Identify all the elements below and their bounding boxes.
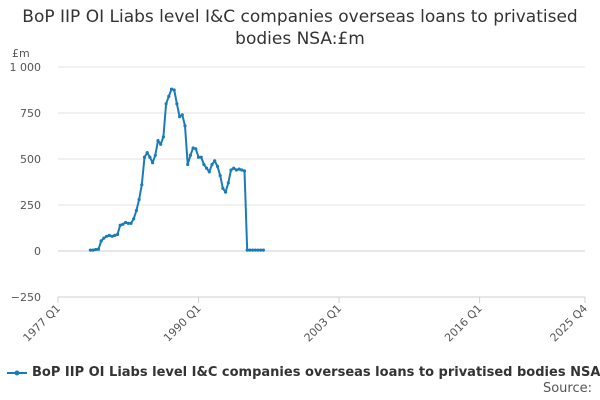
data-point[interactable] xyxy=(137,197,141,202)
data-point[interactable] xyxy=(261,248,265,252)
data-point[interactable] xyxy=(245,248,249,252)
data-point[interactable] xyxy=(105,234,109,238)
x-tick-label: 1990 Q1 xyxy=(161,302,204,345)
data-point[interactable] xyxy=(196,155,201,159)
data-point[interactable] xyxy=(224,190,228,194)
data-point[interactable] xyxy=(94,247,98,252)
data-point[interactable] xyxy=(88,248,92,252)
data-point[interactable] xyxy=(167,94,171,98)
grid xyxy=(58,66,585,298)
data-point[interactable] xyxy=(194,147,198,151)
data-point[interactable] xyxy=(96,247,101,251)
plot-area xyxy=(88,87,265,252)
data-point[interactable] xyxy=(102,236,106,240)
chart-title-line: bodies NSA:£m xyxy=(235,29,365,49)
x-tick-label: 1977 Q1 xyxy=(21,302,64,345)
data-point[interactable] xyxy=(151,161,155,165)
data-point[interactable] xyxy=(172,88,176,92)
data-point[interactable] xyxy=(159,142,163,146)
data-point[interactable] xyxy=(148,155,152,159)
data-point[interactable] xyxy=(218,174,222,178)
data-point[interactable] xyxy=(156,139,160,143)
data-point[interactable] xyxy=(242,169,247,173)
data-point[interactable] xyxy=(215,164,220,168)
x-tick-label: 2003 Q1 xyxy=(302,302,345,345)
data-point[interactable] xyxy=(121,222,125,226)
data-point[interactable] xyxy=(186,162,190,167)
data-point[interactable] xyxy=(207,170,211,174)
data-point[interactable] xyxy=(107,233,111,237)
data-point[interactable] xyxy=(253,248,257,252)
data-point[interactable] xyxy=(126,221,130,225)
chart-title-line: BoP IIP OI Liabs level I&C companies ove… xyxy=(22,7,578,27)
y-tick-label: 250 xyxy=(20,199,41,212)
data-point[interactable] xyxy=(99,239,103,243)
legend-series-label: BoP IIP OI Liabs level I&C companies ove… xyxy=(32,365,600,380)
data-point[interactable] xyxy=(178,115,182,119)
y-tick-label: 1 000 xyxy=(10,61,42,74)
y-tick-label: 750 xyxy=(20,107,41,120)
data-point[interactable] xyxy=(145,151,149,155)
data-point[interactable] xyxy=(140,183,144,187)
y-tick-label: 500 xyxy=(20,153,41,166)
data-point[interactable] xyxy=(113,233,117,237)
legend-line-marker-icon xyxy=(7,370,27,375)
data-point[interactable] xyxy=(234,168,238,172)
data-point[interactable] xyxy=(248,248,252,252)
data-point[interactable] xyxy=(129,221,133,225)
chart-title: BoP IIP OI Liabs level I&C companies ove… xyxy=(0,6,600,50)
data-point[interactable] xyxy=(183,124,187,128)
y-axis-unit-label: £m xyxy=(12,47,30,60)
data-point[interactable] xyxy=(232,166,236,170)
data-point[interactable] xyxy=(251,248,255,252)
data-point[interactable] xyxy=(118,223,122,227)
x-axis: 1977 Q1 1990 Q1 2003 Q1 2016 Q1 2025 Q4 xyxy=(21,296,591,345)
y-axis: −250 0 250 500 750 1 000 xyxy=(10,61,42,304)
data-point[interactable] xyxy=(134,208,138,213)
data-point[interactable] xyxy=(164,102,168,106)
data-point[interactable] xyxy=(161,135,165,139)
data-point[interactable] xyxy=(202,162,206,167)
x-tick-label: 2025 Q4 xyxy=(548,302,591,345)
data-point[interactable] xyxy=(226,181,230,185)
data-point[interactable] xyxy=(221,186,225,190)
data-point[interactable] xyxy=(256,248,260,252)
x-tick-label: 2016 Q1 xyxy=(442,302,485,345)
data-point[interactable] xyxy=(210,162,214,167)
legend[interactable]: BoP IIP OI Liabs level I&C companies ove… xyxy=(6,365,600,380)
data-point[interactable] xyxy=(240,168,244,172)
data-point[interactable] xyxy=(259,248,263,252)
data-point[interactable] xyxy=(153,153,157,157)
source-label: Source: xyxy=(542,381,592,396)
data-point[interactable] xyxy=(188,153,192,157)
data-point[interactable] xyxy=(191,146,195,150)
data-point[interactable] xyxy=(124,220,128,225)
data-point[interactable] xyxy=(237,167,241,171)
data-point[interactable] xyxy=(110,234,114,238)
data-point[interactable] xyxy=(169,87,174,91)
data-point[interactable] xyxy=(115,232,120,236)
data-point[interactable] xyxy=(213,159,217,163)
data-point[interactable] xyxy=(175,102,179,106)
data-point[interactable] xyxy=(132,217,136,221)
data-point[interactable] xyxy=(180,113,184,117)
data-point[interactable] xyxy=(91,248,95,252)
y-tick-label: −250 xyxy=(11,291,41,304)
data-point[interactable] xyxy=(205,166,209,170)
data-point[interactable] xyxy=(199,155,203,159)
y-tick-label: 0 xyxy=(34,245,41,258)
data-point[interactable] xyxy=(229,168,233,172)
data-point[interactable] xyxy=(142,155,147,159)
